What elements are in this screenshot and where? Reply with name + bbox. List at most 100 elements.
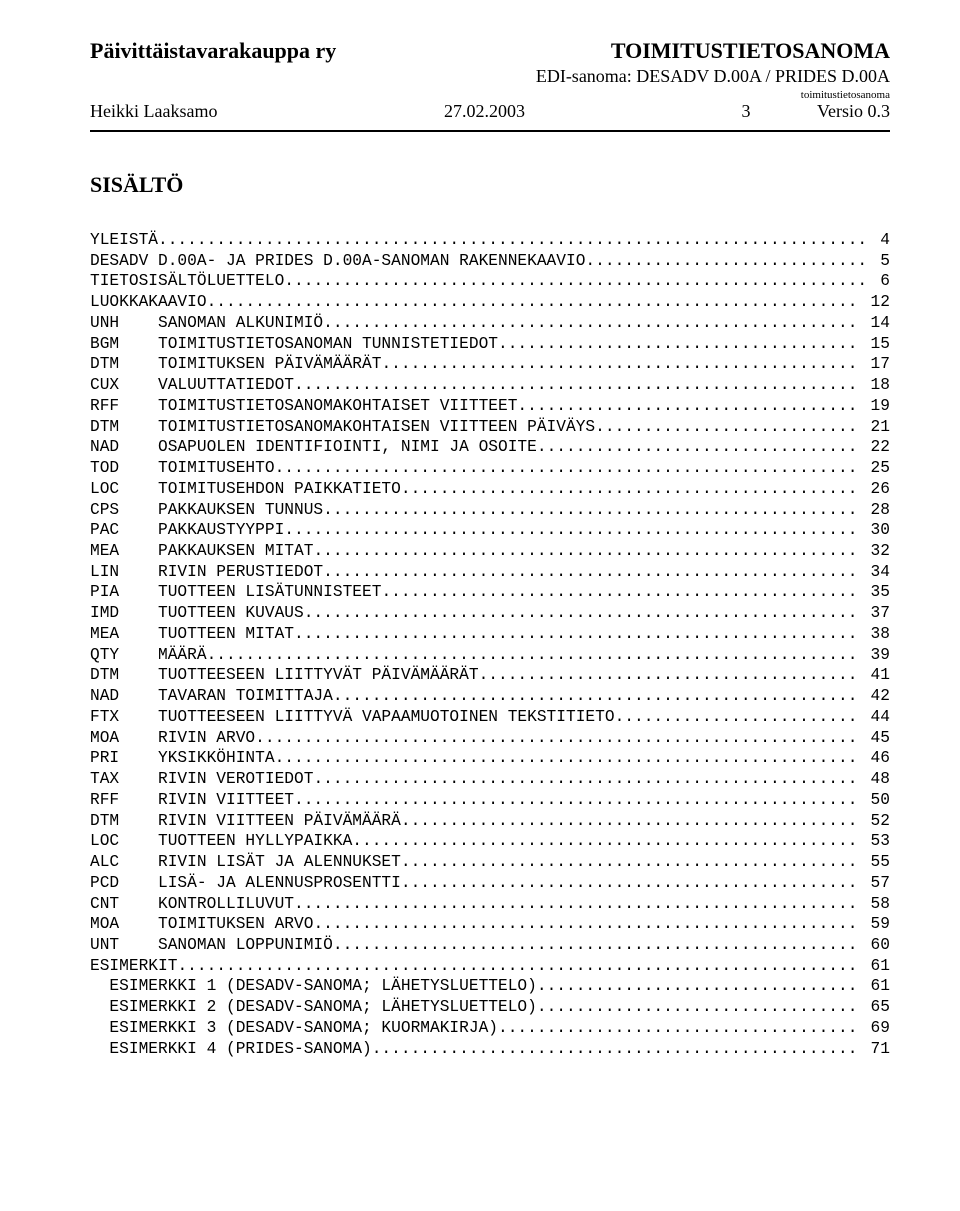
toc: YLEISTÄ.................................… <box>90 230 890 1059</box>
toc-page: 71 <box>857 1039 890 1060</box>
toc-page: 25 <box>857 458 890 479</box>
toc-page: 53 <box>857 831 890 852</box>
toc-row: FTX TUOTTEESEEN LIITTYVÄ VAPAAMUOTOINEN … <box>90 707 890 728</box>
toc-leader: ........................................… <box>479 665 857 686</box>
toc-row: CNT KONTROLLILUVUT......................… <box>90 894 890 915</box>
toc-page: 41 <box>857 665 890 686</box>
toc-row: UNH SANOMAN ALKUNIMIÖ...................… <box>90 313 890 334</box>
toc-page: 35 <box>857 582 890 603</box>
toc-page: 22 <box>857 437 890 458</box>
toc-page: 28 <box>857 500 890 521</box>
toc-leader: ........................................… <box>517 396 856 417</box>
toc-label: UNT SANOMAN LOPPUNIMIÖ <box>90 935 333 956</box>
toc-leader: ........................................… <box>323 313 857 334</box>
toc-leader: ........................................… <box>333 686 857 707</box>
toc-leader: ........................................… <box>294 375 857 396</box>
toc-leader: ........................................… <box>284 520 857 541</box>
toc-leader: ........................................… <box>294 894 857 915</box>
toc-page: 15 <box>857 334 890 355</box>
toc-page: 46 <box>857 748 890 769</box>
toc-page: 34 <box>857 562 890 583</box>
toc-leader: ........................................… <box>255 728 857 749</box>
toc-row: ESIMERKIT...............................… <box>90 956 890 977</box>
toc-row: MEA TUOTTEEN MITAT......................… <box>90 624 890 645</box>
toc-label: QTY MÄÄRÄ <box>90 645 207 666</box>
toc-leader: ........................................… <box>323 562 857 583</box>
toc-label: ESIMERKKI 1 (DESADV-SANOMA; LÄHETYSLUETT… <box>90 976 537 997</box>
toc-leader: ........................................… <box>207 292 857 313</box>
toc-page: 59 <box>857 914 890 935</box>
toc-label: ESIMERKKI 2 (DESADV-SANOMA; LÄHETYSLUETT… <box>90 997 537 1018</box>
toc-label: ESIMERKKI 4 (PRIDES-SANOMA) <box>90 1039 372 1060</box>
toc-leader: ........................................… <box>401 479 857 500</box>
toc-leader: ........................................… <box>313 769 856 790</box>
toc-page: 44 <box>857 707 890 728</box>
toc-page: 45 <box>857 728 890 749</box>
toc-row: ESIMERKKI 3 (DESADV-SANOMA; KUORMAKIRJA)… <box>90 1018 890 1039</box>
toc-label: PRI YKSIKKÖHINTA <box>90 748 275 769</box>
toc-label: CPS PAKKAUKSEN TUNNUS <box>90 500 323 521</box>
toc-label: DTM TOIMITUKSEN PÄIVÄMÄÄRÄT <box>90 354 381 375</box>
toc-label: NAD OSAPUOLEN IDENTIFIOINTI, NIMI JA OSO… <box>90 437 537 458</box>
toc-page: 18 <box>857 375 890 396</box>
header-subtitle: EDI-sanoma: DESADV D.00A / PRIDES D.00A <box>90 66 890 87</box>
toc-row: MEA PAKKAUKSEN MITAT....................… <box>90 541 890 562</box>
toc-page: 50 <box>857 790 890 811</box>
toc-row: LOC TUOTTEEN HYLLYPAIKKA................… <box>90 831 890 852</box>
toc-row: TIETOSISÄLTÖLUETTELO....................… <box>90 271 890 292</box>
toc-leader: ........................................… <box>498 1018 857 1039</box>
header-version: Versio 0.3 <box>817 101 890 122</box>
toc-label: DESADV D.00A- JA PRIDES D.00A-SANOMAN RA… <box>90 251 585 272</box>
toc-row: DTM RIVIN VIITTEEN PÄIVÄMÄÄRÄ...........… <box>90 811 890 832</box>
toc-leader: ........................................… <box>595 417 857 438</box>
toc-row: DTM TUOTTEESEEN LIITTYVÄT PÄIVÄMÄÄRÄT...… <box>90 665 890 686</box>
toc-row: PCD LISÄ- JA ALENNUSPROSENTTI...........… <box>90 873 890 894</box>
toc-leader: ........................................… <box>207 645 857 666</box>
toc-row: BGM TOIMITUSTIETOSANOMAN TUNNISTETIEDOT.… <box>90 334 890 355</box>
toc-label: RFF RIVIN VIITTEET <box>90 790 294 811</box>
toc-row: TOD TOIMITUSEHTO........................… <box>90 458 890 479</box>
toc-page: 57 <box>857 873 890 894</box>
toc-label: LIN RIVIN PERUSTIEDOT <box>90 562 323 583</box>
toc-label: TAX RIVIN VEROTIEDOT <box>90 769 313 790</box>
toc-leader: ........................................… <box>333 935 857 956</box>
toc-leader: ........................................… <box>158 230 867 251</box>
toc-leader: ........................................… <box>177 956 856 977</box>
header-small: toimitustietosanoma <box>90 89 890 101</box>
toc-label: LOC TUOTTEEN HYLLYPAIKKA <box>90 831 352 852</box>
toc-page: 55 <box>857 852 890 873</box>
toc-leader: ........................................… <box>275 748 857 769</box>
toc-label: TOD TOIMITUSEHTO <box>90 458 275 479</box>
toc-label: CUX VALUUTTATIEDOT <box>90 375 294 396</box>
toc-label: ESIMERKKI 3 (DESADV-SANOMA; KUORMAKIRJA) <box>90 1018 498 1039</box>
toc-page: 38 <box>857 624 890 645</box>
toc-label: ESIMERKIT <box>90 956 177 977</box>
toc-row: DESADV D.00A- JA PRIDES D.00A-SANOMAN RA… <box>90 251 890 272</box>
toc-leader: ........................................… <box>294 790 857 811</box>
toc-page: 14 <box>857 313 890 334</box>
toc-leader: ........................................… <box>323 500 857 521</box>
toc-label: NAD TAVARAN TOIMITTAJA <box>90 686 333 707</box>
toc-row: PIA TUOTTEEN LISÄTUNNISTEET.............… <box>90 582 890 603</box>
header-row-1: Päivittäistavarakauppa ry TOIMITUSTIETOS… <box>90 38 890 64</box>
toc-row: RFF RIVIN VIITTEET......................… <box>90 790 890 811</box>
toc-label: BGM TOIMITUSTIETOSANOMAN TUNNISTETIEDOT <box>90 334 498 355</box>
toc-label: LOC TOIMITUSEHDON PAIKKATIETO <box>90 479 401 500</box>
toc-page: 65 <box>857 997 890 1018</box>
header-row-4: Heikki Laaksamo 27.02.2003 3 Versio 0.3 <box>90 101 890 122</box>
header-title: TOIMITUSTIETOSANOMA <box>611 38 890 64</box>
toc-leader: ........................................… <box>401 811 857 832</box>
toc-page: 12 <box>857 292 890 313</box>
toc-label: MEA PAKKAUKSEN MITAT <box>90 541 313 562</box>
toc-label: IMD TUOTTEEN KUVAUS <box>90 603 304 624</box>
toc-row: PAC PAKKAUSTYYPPI.......................… <box>90 520 890 541</box>
toc-page: 39 <box>857 645 890 666</box>
toc-label: MEA TUOTTEEN MITAT <box>90 624 294 645</box>
toc-page: 61 <box>857 976 890 997</box>
toc-row: DTM TOIMITUSTIETOSANOMAKOHTAISEN VIITTEE… <box>90 417 890 438</box>
toc-label: PCD LISÄ- JA ALENNUSPROSENTTI <box>90 873 401 894</box>
header-author: Heikki Laaksamo <box>90 101 217 122</box>
toc-row: NAD OSAPUOLEN IDENTIFIOINTI, NIMI JA OSO… <box>90 437 890 458</box>
toc-row: TAX RIVIN VEROTIEDOT....................… <box>90 769 890 790</box>
toc-row: RFF TOIMITUSTIETOSANOMAKOHTAISET VIITTEE… <box>90 396 890 417</box>
